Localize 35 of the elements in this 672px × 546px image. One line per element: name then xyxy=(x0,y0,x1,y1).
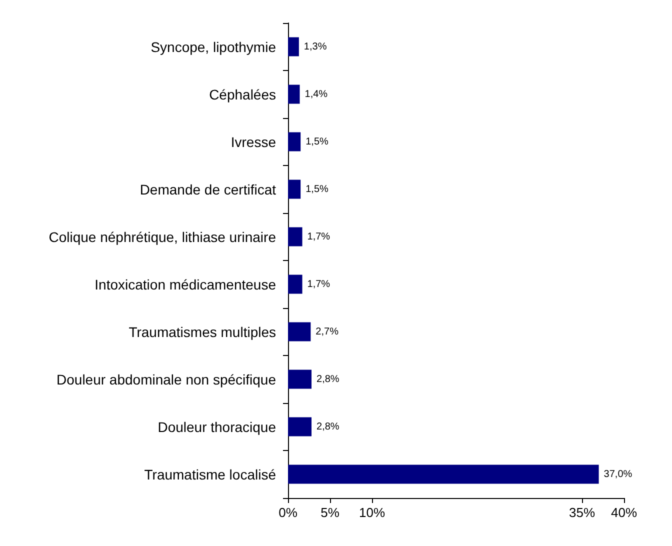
bar xyxy=(288,274,302,294)
bar xyxy=(288,132,301,152)
y-tick-label: Traumatisme localisé xyxy=(144,466,276,482)
data-label: 1,3% xyxy=(304,41,327,52)
y-tick-label: Demande de certificat xyxy=(140,181,276,198)
data-label: 1,7% xyxy=(307,231,330,242)
bar xyxy=(288,370,312,389)
y-tick-label: Intoxication médicamenteuse xyxy=(94,276,276,292)
bar xyxy=(288,227,302,246)
data-label: 2,8% xyxy=(316,421,340,432)
bar xyxy=(288,322,311,342)
y-tick-label: Traumatismes multiples xyxy=(128,324,276,340)
x-tick-label: 5% xyxy=(320,505,340,520)
bar xyxy=(288,37,299,56)
x-tick-label: 10% xyxy=(358,505,386,520)
data-label: 37,0% xyxy=(604,468,632,480)
bar xyxy=(288,464,599,484)
bar xyxy=(288,84,300,104)
x-tick-label: 35% xyxy=(568,505,596,520)
y-tick-label: Syncope, lipothymie xyxy=(150,38,276,55)
data-label: 1,7% xyxy=(307,278,330,290)
y-tick-label: Ivresse xyxy=(230,134,276,150)
bar xyxy=(288,180,301,199)
y-tick-label: Douleur thoracique xyxy=(158,418,276,435)
x-tick-label: 0% xyxy=(278,505,298,520)
data-label: 2,8% xyxy=(316,374,340,385)
data-label: 1,5% xyxy=(306,184,328,195)
data-label: 1,5% xyxy=(306,136,328,148)
data-label: 1,4% xyxy=(304,88,328,100)
bar xyxy=(288,417,312,436)
y-tick-label: Colique néphrétique, lithiase urinaire xyxy=(48,228,276,245)
data-label: 2,7% xyxy=(316,326,339,338)
y-tick-label: Douleur abdominale non spécifique xyxy=(56,371,276,388)
y-tick-label: Céphalées xyxy=(209,86,276,102)
x-tick-label: 40% xyxy=(610,505,638,520)
